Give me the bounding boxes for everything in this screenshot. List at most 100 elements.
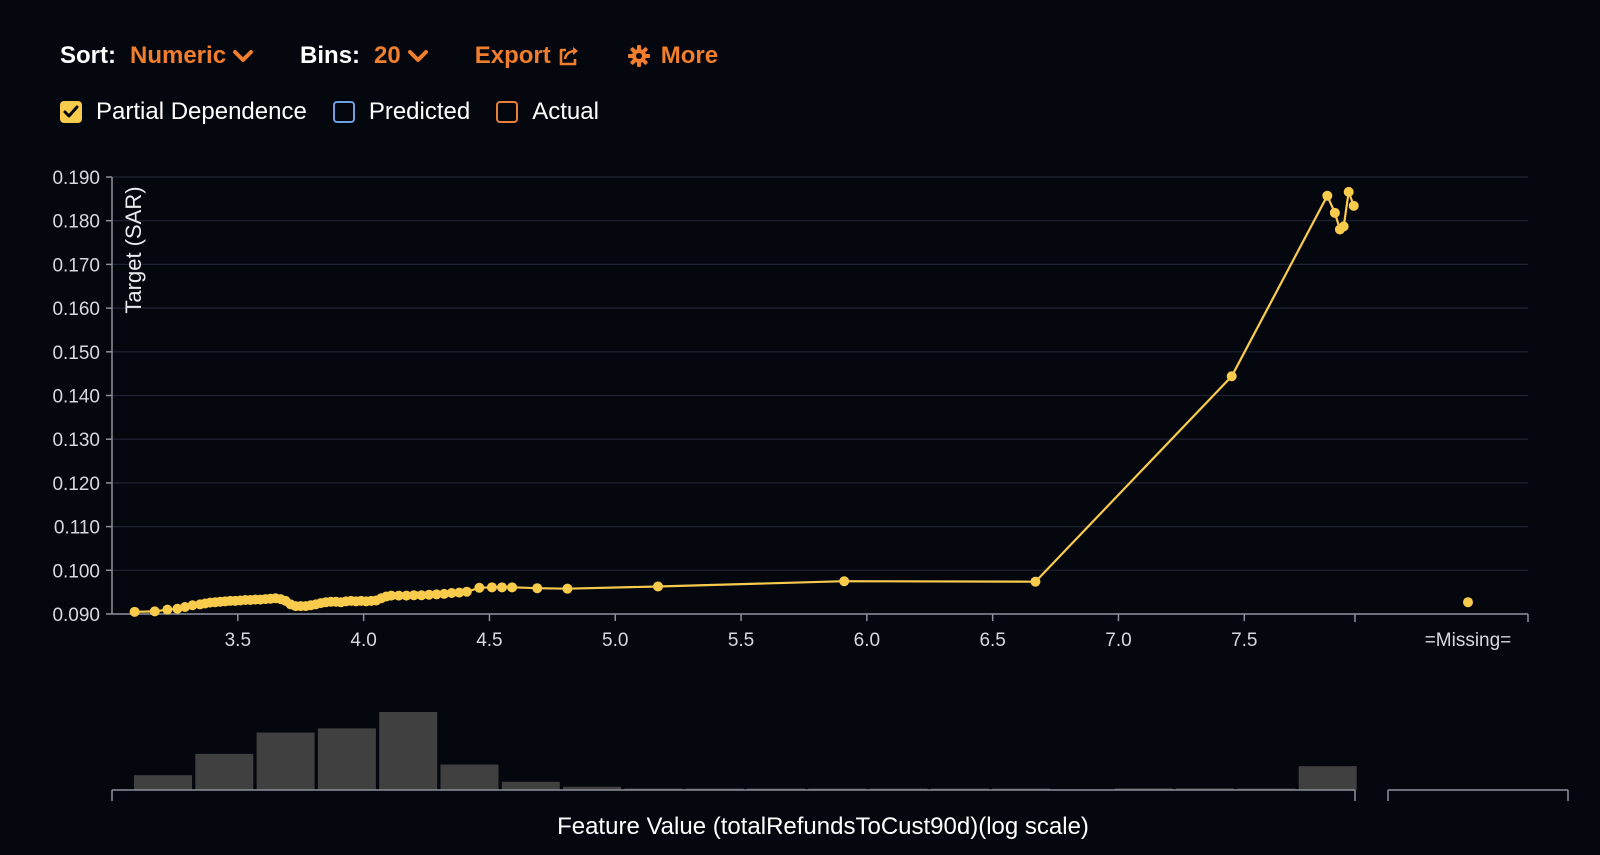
y-tick-label: 0.150 (52, 343, 100, 364)
chevron-down-icon (407, 50, 428, 62)
toggle-label: Partial Dependence (96, 98, 307, 125)
data-point (416, 590, 427, 601)
x-tick-label: 6.0 (854, 630, 880, 651)
sort-label: Sort: (60, 42, 116, 69)
x-tick-label: 5.5 (728, 630, 754, 651)
sort-control[interactable]: Sort: Numeric (60, 42, 254, 70)
y-tick-label: 0.090 (52, 605, 100, 626)
x-tick-label: 6.5 (979, 630, 1005, 651)
data-point (393, 590, 404, 601)
data-point (1329, 207, 1340, 218)
share-icon (559, 47, 578, 66)
data-point (172, 603, 183, 614)
data-point (179, 602, 190, 613)
toggle-actual[interactable]: Actual (496, 98, 599, 126)
sort-dropdown[interactable]: Numeric (130, 42, 254, 70)
data-point (474, 582, 485, 593)
data-point (1030, 576, 1041, 587)
histogram-bar (195, 753, 254, 790)
y-tick-label: 0.100 (52, 561, 100, 582)
data-point (408, 590, 419, 601)
checkbox-checked[interactable] (60, 101, 82, 123)
y-tick-label: 0.160 (52, 299, 100, 320)
data-point (439, 588, 450, 599)
x-tick-label: 5.0 (602, 630, 628, 651)
y-tick-label: 0.130 (52, 430, 100, 451)
histogram-bar (1114, 788, 1173, 790)
data-point (454, 587, 465, 598)
y-tick-label: 0.110 (54, 518, 100, 539)
gear-icon (627, 45, 650, 67)
histogram-bar (379, 712, 438, 790)
x-tick-label: 7.5 (1231, 630, 1257, 651)
data-point (497, 582, 508, 593)
data-point (446, 588, 457, 599)
toggle-label: Actual (532, 98, 599, 125)
toggle-predicted[interactable]: Predicted (332, 98, 471, 126)
checkbox-unchecked[interactable] (332, 101, 355, 123)
chart-toolbar: Sort: Numeric Bins: 20 Export (60, 36, 764, 76)
axes (111, 177, 1529, 622)
y-tick-label: 0.140 (52, 387, 100, 408)
data-point (1226, 371, 1237, 382)
data-point (431, 589, 442, 600)
export-button[interactable]: Export (475, 42, 581, 70)
y-tick-label: 0.170 (52, 255, 100, 276)
series-toggles: Partial Dependence Predicted Actual (60, 98, 625, 126)
checkmark-icon (63, 105, 79, 118)
toggle-partial-dependence[interactable]: Partial Dependence (60, 98, 307, 126)
x-axis-label: Feature Value (totalRefundsToCust90d)(lo… (557, 813, 1089, 840)
x-tick-label: 4.0 (350, 630, 376, 651)
data-point (162, 604, 173, 615)
checkbox-unchecked[interactable] (496, 101, 519, 123)
x-axis-ticks: 3.5 4.0 4.5 5.0 5.5 6.0 6.5 7.0 7.5 =Missing= (225, 614, 1512, 651)
grid-lines (112, 176, 1528, 615)
histogram-bar (1298, 766, 1357, 790)
histogram (111, 712, 1569, 801)
bins-label: Bins: (300, 42, 361, 69)
data-point (386, 590, 397, 601)
series-partial-dependence (129, 186, 1473, 617)
more-label: More (660, 42, 719, 69)
histogram-bar (501, 781, 560, 790)
x-tick-label: 7.0 (1105, 630, 1131, 651)
data-point (1338, 221, 1349, 232)
toggle-label: Predicted (368, 98, 471, 125)
chevron-down-icon (233, 50, 254, 62)
histogram-bar (134, 775, 192, 790)
sort-value: Numeric (130, 42, 227, 69)
data-point (1343, 186, 1354, 197)
data-point-missing (1463, 597, 1473, 608)
more-button[interactable]: More (627, 42, 718, 70)
data-point (129, 606, 140, 617)
data-point (839, 576, 850, 587)
histogram-bar (317, 728, 376, 790)
x-tick-label: 3.5 (225, 630, 251, 651)
bins-value: 20 (374, 42, 401, 69)
data-point (653, 581, 664, 592)
data-point (1322, 190, 1333, 201)
data-point (486, 582, 497, 593)
histogram-bar (256, 732, 315, 790)
data-point (507, 582, 518, 593)
x-tick-label: 4.5 (476, 630, 502, 651)
data-point (424, 589, 435, 600)
series-line (134, 190, 1355, 613)
data-point (532, 583, 543, 594)
bins-control[interactable]: Bins: 20 (300, 42, 429, 70)
data-point (562, 583, 573, 594)
y-tick-label: 0.180 (52, 212, 100, 233)
export-label: Export (474, 42, 551, 69)
data-point (149, 606, 160, 617)
histogram-bar (563, 786, 622, 790)
x-tick-label-missing: =Missing= (1425, 630, 1512, 651)
data-point (1348, 200, 1359, 211)
data-point (401, 590, 412, 601)
histogram-bar (1176, 788, 1235, 790)
y-axis-ticks: 0.090 0.100 0.110 0.120 0.130 0.140 0.150 0.160… (52, 168, 112, 626)
histogram-bar (440, 764, 499, 790)
data-point (187, 600, 198, 611)
data-point (461, 586, 472, 597)
bins-dropdown[interactable]: 20 (374, 42, 429, 70)
